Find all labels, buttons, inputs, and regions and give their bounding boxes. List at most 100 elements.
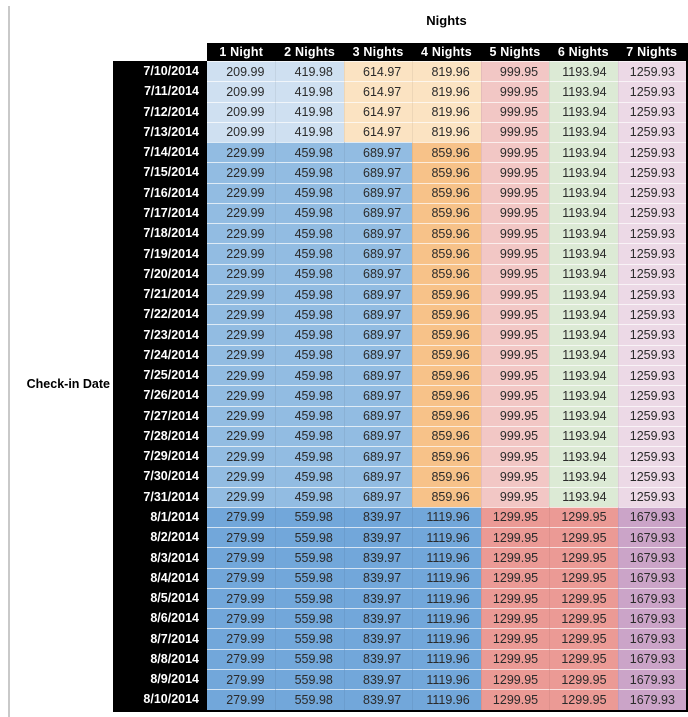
price-cell[interactable]: 839.97 [343,527,413,548]
price-cell[interactable]: 1679.93 [617,506,686,528]
price-cell[interactable]: 459.98 [275,263,344,284]
price-cell[interactable]: 859.96 [412,466,481,487]
price-cell[interactable]: 1119.96 [412,506,481,528]
price-cell[interactable]: 819.96 [412,61,481,82]
price-cell[interactable]: 999.95 [480,162,550,183]
price-cell[interactable]: 1119.96 [412,628,481,649]
price-cell[interactable]: 559.98 [275,689,344,710]
price-cell[interactable]: 1259.93 [617,466,686,487]
price-cell[interactable]: 999.95 [480,405,550,426]
price-cell[interactable]: 459.98 [275,446,344,467]
price-cell[interactable]: 839.97 [343,689,413,710]
row-header-date[interactable]: 7/29/2014 [113,446,207,467]
price-cell[interactable]: 459.98 [275,304,344,325]
price-cell[interactable]: 1299.95 [480,608,550,629]
price-cell[interactable]: 689.97 [343,486,413,507]
price-cell[interactable]: 229.99 [207,425,276,447]
row-header-date[interactable]: 7/22/2014 [113,304,207,325]
price-cell[interactable]: 229.99 [207,223,276,244]
price-cell[interactable]: 559.98 [275,628,344,649]
price-cell[interactable]: 689.97 [343,364,413,386]
price-cell[interactable]: 229.99 [207,162,276,183]
price-cell[interactable]: 1119.96 [412,668,481,690]
price-cell[interactable]: 1679.93 [617,587,686,609]
price-cell[interactable]: 1193.94 [549,162,618,183]
price-cell[interactable]: 1119.96 [412,689,481,710]
price-cell[interactable]: 999.95 [480,243,550,264]
price-cell[interactable]: 999.95 [480,142,550,163]
price-cell[interactable]: 999.95 [480,202,550,224]
price-cell[interactable]: 229.99 [207,324,276,345]
price-cell[interactable]: 229.99 [207,405,276,426]
price-cell[interactable]: 279.99 [207,648,276,669]
price-cell[interactable]: 1299.95 [480,648,550,669]
price-cell[interactable]: 459.98 [275,405,344,426]
price-cell[interactable]: 859.96 [412,324,481,345]
price-cell[interactable]: 229.99 [207,385,276,406]
price-cell[interactable]: 459.98 [275,202,344,224]
price-cell[interactable]: 999.95 [480,446,550,467]
price-cell[interactable]: 229.99 [207,263,276,284]
price-cell[interactable]: 819.96 [412,101,481,122]
price-cell[interactable]: 459.98 [275,283,344,305]
row-header-date[interactable]: 8/2/2014 [113,527,207,548]
price-cell[interactable]: 559.98 [275,567,344,588]
price-cell[interactable]: 1119.96 [412,547,481,568]
price-cell[interactable]: 209.99 [207,121,276,143]
price-cell[interactable]: 1299.95 [480,587,550,609]
price-cell[interactable]: 839.97 [343,628,413,649]
price-cell[interactable]: 1299.95 [480,628,550,649]
price-cell[interactable]: 279.99 [207,608,276,629]
price-cell[interactable]: 1193.94 [549,81,618,102]
row-header-date[interactable]: 8/1/2014 [113,506,207,528]
price-cell[interactable]: 229.99 [207,466,276,487]
row-header-date[interactable]: 7/12/2014 [113,101,207,122]
price-cell[interactable]: 1193.94 [549,182,618,203]
price-cell[interactable]: 1259.93 [617,182,686,203]
price-cell[interactable]: 614.97 [343,101,413,122]
price-cell[interactable]: 859.96 [412,425,481,447]
column-header[interactable]: 7 Nights [626,45,678,59]
price-cell[interactable]: 229.99 [207,243,276,264]
price-cell[interactable]: 1193.94 [549,121,618,143]
price-cell[interactable]: 859.96 [412,405,481,426]
price-cell[interactable]: 1679.93 [617,689,686,710]
price-cell[interactable]: 279.99 [207,587,276,609]
price-cell[interactable]: 1119.96 [412,567,481,588]
price-cell[interactable]: 839.97 [343,567,413,588]
row-header-date[interactable]: 7/11/2014 [113,81,207,102]
row-header-date[interactable]: 8/4/2014 [113,567,207,588]
price-cell[interactable]: 459.98 [275,223,344,244]
price-cell[interactable]: 559.98 [275,608,344,629]
price-cell[interactable]: 419.98 [275,121,344,143]
price-cell[interactable]: 1679.93 [617,668,686,690]
price-cell[interactable]: 614.97 [343,81,413,102]
price-cell[interactable]: 689.97 [343,263,413,284]
price-cell[interactable]: 279.99 [207,567,276,588]
price-cell[interactable]: 1679.93 [617,527,686,548]
price-cell[interactable]: 859.96 [412,182,481,203]
price-cell[interactable]: 859.96 [412,344,481,365]
price-cell[interactable]: 839.97 [343,648,413,669]
price-cell[interactable]: 689.97 [343,304,413,325]
price-cell[interactable]: 689.97 [343,283,413,305]
price-cell[interactable]: 839.97 [343,668,413,690]
price-cell[interactable]: 1259.93 [617,283,686,305]
row-header-date[interactable]: 7/24/2014 [113,344,207,365]
price-cell[interactable]: 459.98 [275,344,344,365]
price-cell[interactable]: 999.95 [480,304,550,325]
price-cell[interactable]: 1259.93 [617,202,686,224]
price-cell[interactable]: 459.98 [275,324,344,345]
price-cell[interactable]: 229.99 [207,182,276,203]
price-cell[interactable]: 1299.95 [480,668,550,690]
price-cell[interactable]: 1299.95 [549,648,618,669]
price-cell[interactable]: 559.98 [275,547,344,568]
price-cell[interactable]: 999.95 [480,182,550,203]
price-cell[interactable]: 1193.94 [549,263,618,284]
price-cell[interactable]: 1193.94 [549,223,618,244]
price-cell[interactable]: 1119.96 [412,587,481,609]
price-cell[interactable]: 559.98 [275,587,344,609]
price-cell[interactable]: 839.97 [343,587,413,609]
price-cell[interactable]: 1679.93 [617,608,686,629]
row-header-date[interactable]: 7/17/2014 [113,202,207,224]
